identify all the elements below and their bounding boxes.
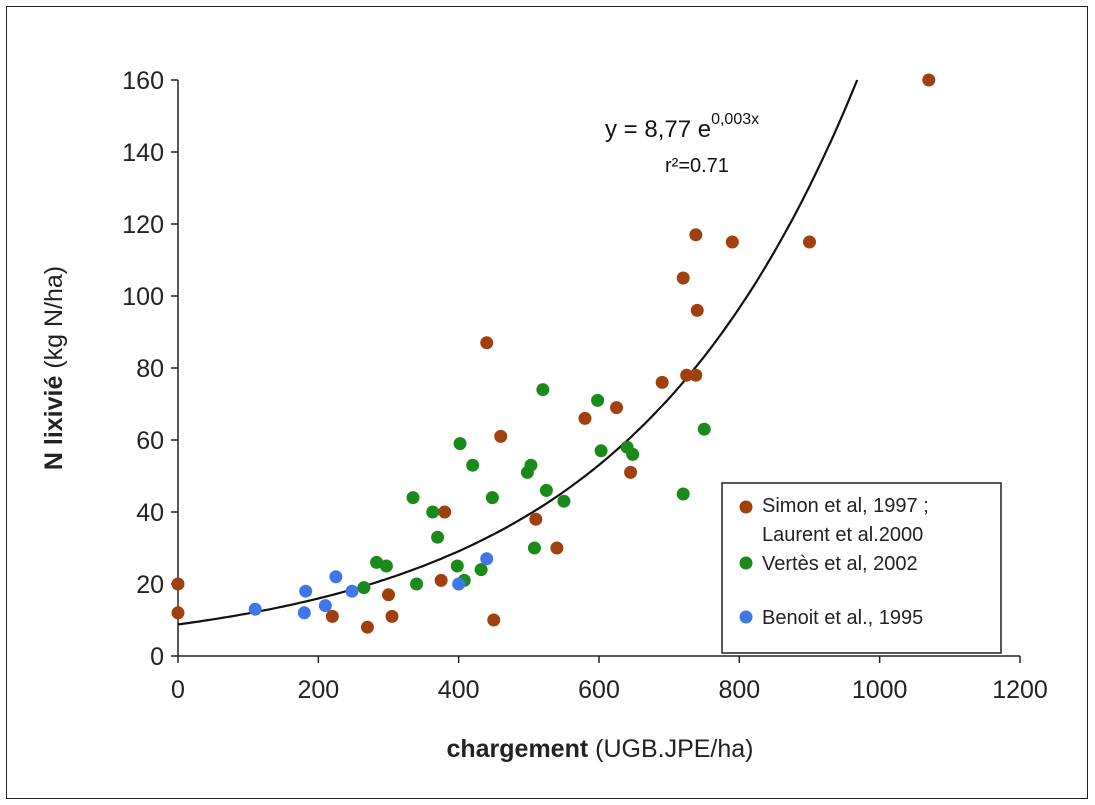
data-point-series-3 [345,584,359,598]
data-point-series-1 [689,368,703,382]
data-point-series-2 [539,483,553,497]
data-point-series-1 [689,228,703,242]
x-axis-title-bold: chargement [446,735,588,763]
data-point-series-2 [453,437,467,451]
y-axis-title-bold: N lixivié [40,376,68,471]
data-point-series-2 [450,559,464,573]
data-points [171,73,936,634]
tick-labels: 0 20 40 60 80 100 120 140 160 0 200 400 600 800 1000 12… [122,67,1048,704]
y-tick-label: 60 [136,427,164,455]
y-tick-label: 120 [122,211,164,239]
data-point-series-1 [487,613,501,627]
x-tick-label: 600 [578,676,620,704]
data-point-series-2 [357,581,371,595]
data-point-series-2 [536,383,550,397]
data-point-series-2 [527,541,541,555]
legend-marker-series-2 [739,556,753,570]
data-point-series-1 [171,577,185,591]
data-point-series-1 [578,411,592,425]
data-point-series-2 [431,530,445,544]
legend-label-series-1: Laurent et al.2000 [762,524,923,546]
data-point-series-3 [452,577,466,591]
equation-main: y = 8,77 e [605,116,711,143]
chart-frame [6,6,1088,799]
data-point-series-1 [676,271,690,285]
y-tick-label: 20 [136,571,164,599]
data-point-series-2 [410,577,424,591]
data-point-series-2 [379,559,393,573]
data-point-series-1 [680,368,694,382]
y-tick-label: 0 [150,643,164,671]
data-point-series-1 [171,606,185,620]
data-point-series-3 [297,606,311,620]
data-point-series-3 [248,602,262,616]
data-point-series-2 [485,491,499,505]
x-tick-label: 400 [438,676,480,704]
data-point-series-2 [370,555,384,569]
exponential-trendline [177,79,859,626]
y-tick-label: 80 [136,355,164,383]
trendline-equation: y = 8,77 e0,003x [605,111,759,143]
data-point-series-1 [624,465,638,479]
x-tick-label: 1000 [852,676,908,704]
data-point-series-1 [690,303,704,317]
data-point-series-1 [610,401,624,415]
data-point-series-2 [697,422,711,436]
data-point-series-1 [529,512,543,526]
data-point-series-2 [591,393,605,407]
data-point-series-2 [594,444,608,458]
data-point-series-2 [557,494,571,508]
legend-marker-series-3 [739,610,753,624]
data-point-series-2 [426,505,440,519]
legend-box [721,482,1002,654]
data-point-series-1 [385,609,399,623]
data-point-series-1 [803,235,816,249]
data-point-series-1 [438,505,452,519]
x-axis-title: chargement (UGB.JPE/ha) [446,735,753,763]
data-point-series-2 [466,458,480,472]
data-point-series-1 [725,235,739,249]
y-tick-label: 40 [136,499,164,527]
data-point-series-1 [480,336,494,350]
y-tick-label: 160 [122,67,164,95]
x-tick-label: 1200 [992,676,1048,704]
y-axis-title-unit: (kg N/ha) [40,266,68,376]
y-axis-title: N lixivié (kg N/ha) [40,266,68,470]
data-point-series-1 [494,429,508,443]
data-point-series-2 [626,447,640,461]
data-point-series-1 [550,541,564,555]
data-point-series-1 [360,620,374,634]
data-point-series-2 [524,458,538,472]
legend-label-series-1: Simon et al, 1997 ; [762,495,929,517]
x-axis-title-unit: (UGB.JPE/ha) [588,735,753,763]
legend-label-series-2: Vertès et al, 2002 [762,553,918,575]
equation-exponent: 0,003x [711,111,759,128]
x-tick-label: 200 [297,676,339,704]
trendline [177,79,859,626]
y-tick-label: 140 [122,139,164,167]
axes [171,79,1021,663]
legend-marker-series-1 [739,500,753,514]
data-point-series-1 [655,375,669,389]
x-tick-label: 0 [171,676,185,704]
r-squared-label: r²=0.71 [665,155,729,177]
x-tick-label: 800 [718,676,760,704]
y-tick-label: 100 [122,283,164,311]
legend-label-series-3: Benoit et al., 1995 [762,607,923,629]
data-point-series-2 [474,563,488,577]
data-point-series-1 [382,588,395,602]
data-point-series-3 [299,584,313,598]
legend: Simon et al, 1997 ; Laurent et al.2000 Ver… [721,482,1002,654]
data-point-series-3 [329,570,343,584]
data-point-series-2 [406,491,420,505]
data-point-series-3 [318,599,332,613]
data-point-series-1 [922,73,936,87]
data-point-series-1 [325,609,339,623]
data-point-series-2 [676,487,690,501]
data-point-series-1 [434,573,448,587]
data-point-series-3 [480,552,494,566]
